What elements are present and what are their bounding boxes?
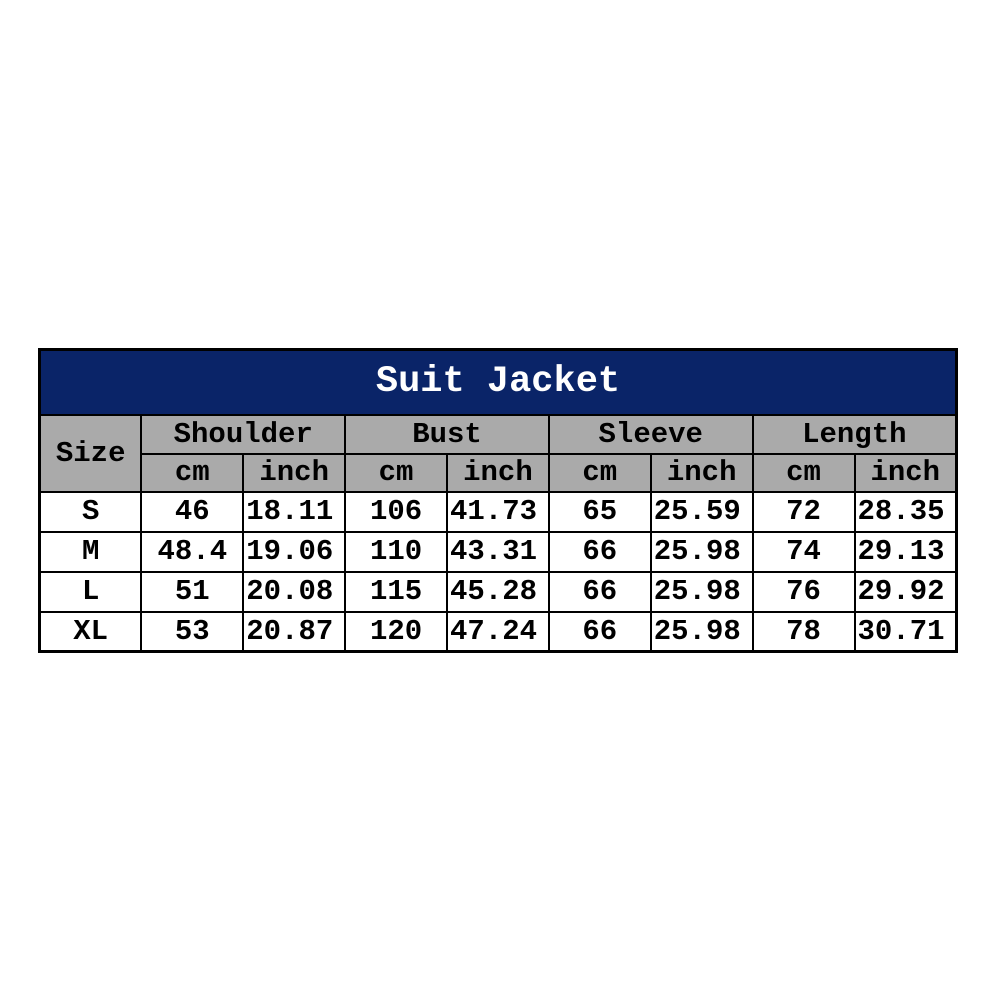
cell-bust-inch: 45.28 [446,570,550,613]
column-header-size: Size [38,413,143,493]
column-header-bust: Bust [344,413,550,455]
unit-header-row: cm inch cm inch cm inch cm inch [40,452,958,493]
table-row-m: M 48.4 19.06 110 43.31 66 25.98 74 29.13 [38,530,958,573]
column-header-length: Length [751,413,958,455]
cell-length-cm: 76 [751,570,856,613]
unit-header-length-cm: cm [751,452,856,493]
cell-shoulder-cm: 48.4 [140,530,245,573]
cell-bust-cm: 115 [344,570,448,613]
cell-shoulder-inch: 20.87 [242,610,347,653]
cell-shoulder-cm: 53 [140,610,245,653]
table-row-s: S 46 18.11 106 41.73 65 25.59 72 28.35 [38,490,958,533]
row-label-size: L [38,570,143,613]
unit-header-shoulder-cm: cm [140,452,245,493]
cell-shoulder-inch: 18.11 [242,490,347,533]
unit-header-shoulder-inch: inch [242,452,347,493]
row-label-size: M [38,530,143,573]
cell-length-cm: 72 [751,490,856,533]
cell-bust-cm: 106 [344,490,448,533]
cell-sleeve-inch: 25.98 [649,570,754,613]
cell-length-inch: 29.92 [853,570,958,613]
unit-header-length-inch: inch [853,452,958,493]
title-row: Suit Jacket [38,348,958,416]
size-chart-table: Suit Jacket Size Shoulder Bust Sleeve Le… [38,348,958,653]
cell-sleeve-cm: 66 [547,610,652,653]
cell-sleeve-cm: 66 [547,570,652,613]
cell-length-inch: 28.35 [853,490,958,533]
cell-bust-inch: 43.31 [446,530,550,573]
cell-length-inch: 30.71 [853,610,958,653]
cell-shoulder-inch: 20.08 [242,570,347,613]
cell-sleeve-inch: 25.98 [649,610,754,653]
group-header-row: Size Shoulder Bust Sleeve Length [38,413,958,493]
cell-bust-inch: 47.24 [446,610,550,653]
cell-shoulder-cm: 46 [140,490,245,533]
cell-bust-cm: 120 [344,610,448,653]
table-row-xl: XL 53 20.87 120 47.24 66 25.98 78 30.71 [38,610,958,653]
chart-title: Suit Jacket [38,348,958,416]
table-row-l: L 51 20.08 115 45.28 66 25.98 76 29.92 [38,570,958,613]
size-chart: Suit Jacket Size Shoulder Bust Sleeve Le… [38,348,958,653]
cell-sleeve-inch: 25.59 [649,490,754,533]
row-label-size: S [38,490,143,533]
unit-header-bust-cm: cm [344,452,448,493]
unit-header-bust-inch: inch [446,452,550,493]
cell-length-cm: 74 [751,530,856,573]
row-label-size: XL [38,610,143,653]
unit-header-sleeve-inch: inch [649,452,754,493]
unit-header-sleeve-cm: cm [547,452,652,493]
cell-shoulder-cm: 51 [140,570,245,613]
cell-length-inch: 29.13 [853,530,958,573]
cell-sleeve-cm: 66 [547,530,652,573]
cell-length-cm: 78 [751,610,856,653]
column-header-sleeve: Sleeve [547,413,754,455]
column-header-shoulder: Shoulder [140,413,347,455]
cell-sleeve-inch: 25.98 [649,530,754,573]
cell-sleeve-cm: 65 [547,490,652,533]
cell-shoulder-inch: 19.06 [242,530,347,573]
cell-bust-inch: 41.73 [446,490,550,533]
cell-bust-cm: 110 [344,530,448,573]
